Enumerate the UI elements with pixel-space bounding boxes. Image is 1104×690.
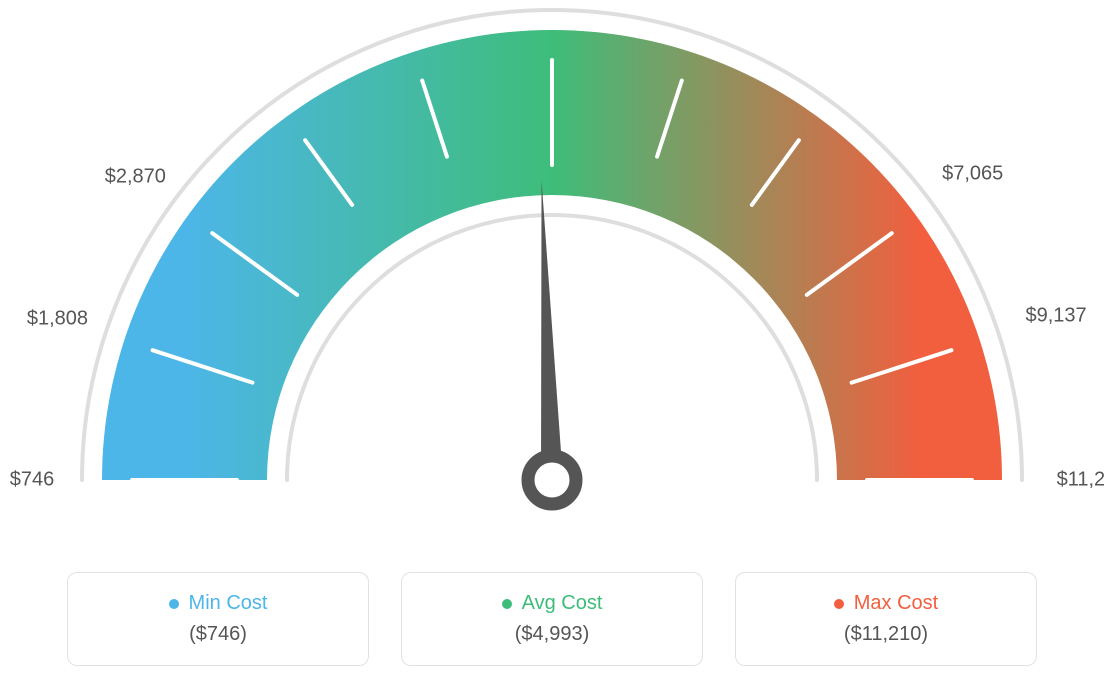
gauge-tick-label: $746 — [10, 469, 55, 492]
legend-label: Max Cost — [854, 592, 938, 615]
legend-label: Avg Cost — [522, 592, 603, 615]
legend-card-header: Min Cost — [169, 592, 268, 615]
legend-row: Min Cost ($746) Avg Cost ($4,993) Max Cost ($… — [0, 572, 1104, 666]
legend-card: Max Cost ($11,210) — [735, 572, 1037, 666]
legend-card: Min Cost ($746) — [67, 572, 369, 666]
gauge-tick-label: $11,210 — [1057, 469, 1104, 492]
legend-value: ($11,210) — [844, 623, 928, 646]
gauge-tick-label: $7,065 — [942, 163, 1003, 186]
legend-bullet-icon — [169, 599, 179, 609]
legend-card: Avg Cost ($4,993) — [401, 572, 703, 666]
legend-value: ($746) — [189, 623, 247, 646]
gauge-needle-hub — [528, 456, 576, 504]
gauge-svg — [0, 0, 1104, 560]
gauge-tick-label: $2,870 — [105, 166, 166, 189]
legend-card-header: Max Cost — [834, 592, 938, 615]
gauge-tick-label: $1,808 — [27, 308, 88, 331]
gauge-chart-container: $746$1,808$2,870$4,993$7,065$9,137$11,21… — [0, 0, 1104, 690]
legend-label: Min Cost — [189, 592, 268, 615]
legend-card-header: Avg Cost — [502, 592, 603, 615]
legend-bullet-icon — [502, 599, 512, 609]
legend-bullet-icon — [834, 599, 844, 609]
gauge-needle — [541, 180, 563, 480]
legend-value: ($4,993) — [515, 623, 590, 646]
gauge-tick-label: $9,137 — [1025, 305, 1086, 328]
